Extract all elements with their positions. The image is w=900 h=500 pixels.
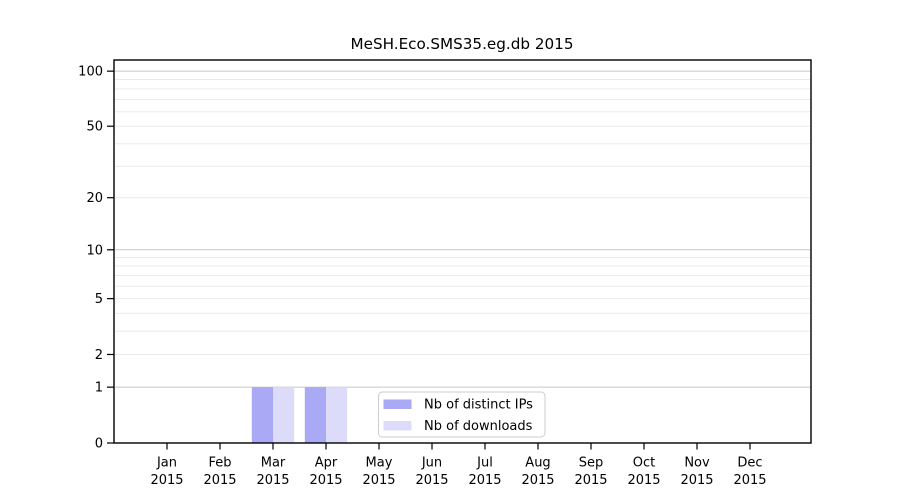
plot-frame — [113, 59, 812, 444]
legend: Nb of distinct IPs Nb of downloads — [378, 391, 546, 438]
y-tick-label: 20 — [86, 191, 103, 206]
x-tick-label-year: 2015 — [574, 473, 607, 488]
y-tick-label: 5 — [95, 292, 103, 307]
y-tick-label: 1 — [95, 381, 103, 396]
x-tick-label-year: 2015 — [362, 473, 395, 488]
x-tick-label-year: 2015 — [468, 473, 501, 488]
x-tick-label-month: Jan — [156, 456, 177, 471]
chart-title: MeSH.Eco.SMS35.eg.db 2015 — [351, 35, 574, 53]
x-tick-label-year: 2015 — [627, 473, 660, 488]
x-tick-label-year: 2015 — [256, 473, 289, 488]
legend-box — [378, 391, 546, 438]
bar-distinct-ips-mar — [251, 387, 273, 443]
bars — [251, 387, 348, 443]
x-tick-label-month: Dec — [737, 456, 762, 471]
y-tick-label: 50 — [86, 120, 103, 135]
grid — [114, 70, 811, 388]
bar-downloads-mar — [273, 387, 295, 443]
x-tick-label-month: Apr — [315, 456, 338, 471]
legend-swatch-downloads — [383, 421, 412, 431]
x-tick-label-month: Mar — [261, 456, 286, 471]
x-tick-label-year: 2015 — [415, 473, 448, 488]
x-tick-label-month: Jun — [421, 456, 442, 471]
x-tick-label-year: 2015 — [150, 473, 183, 488]
x-tick-label-year: 2015 — [733, 473, 766, 488]
legend-label-downloads: Nb of downloads — [424, 419, 533, 434]
x-tick-label-month: Nov — [684, 456, 710, 471]
x-tick-label-month: Feb — [208, 456, 231, 471]
x-axis: Jan 2015 Feb 2015 Mar 2015 Apr 2015 May 2015 Jun 20… — [150, 443, 767, 488]
y-axis: 0 1 2 5 10 20 50 100 — [78, 65, 114, 452]
y-tick-label: 2 — [95, 348, 103, 363]
bar-downloads-apr — [326, 387, 348, 443]
x-tick-label-month: Aug — [525, 456, 550, 471]
y-tick-label: 10 — [86, 243, 103, 258]
y-tick-label: 100 — [78, 65, 103, 80]
x-tick-label-year: 2015 — [203, 473, 236, 488]
x-tick-label-year: 2015 — [521, 473, 554, 488]
legend-swatch-distinct-ips — [383, 399, 412, 409]
x-tick-label-month: May — [366, 456, 393, 471]
x-tick-label-year: 2015 — [680, 473, 713, 488]
x-tick-label-month: Jul — [476, 456, 493, 471]
y-tick-label: 0 — [95, 437, 103, 452]
x-tick-label-year: 2015 — [309, 473, 342, 488]
legend-label-distinct-ips: Nb of distinct IPs — [424, 398, 533, 413]
x-tick-label-month: Oct — [633, 456, 655, 471]
bar-distinct-ips-apr — [304, 387, 326, 443]
x-tick-label-month: Sep — [579, 456, 604, 471]
